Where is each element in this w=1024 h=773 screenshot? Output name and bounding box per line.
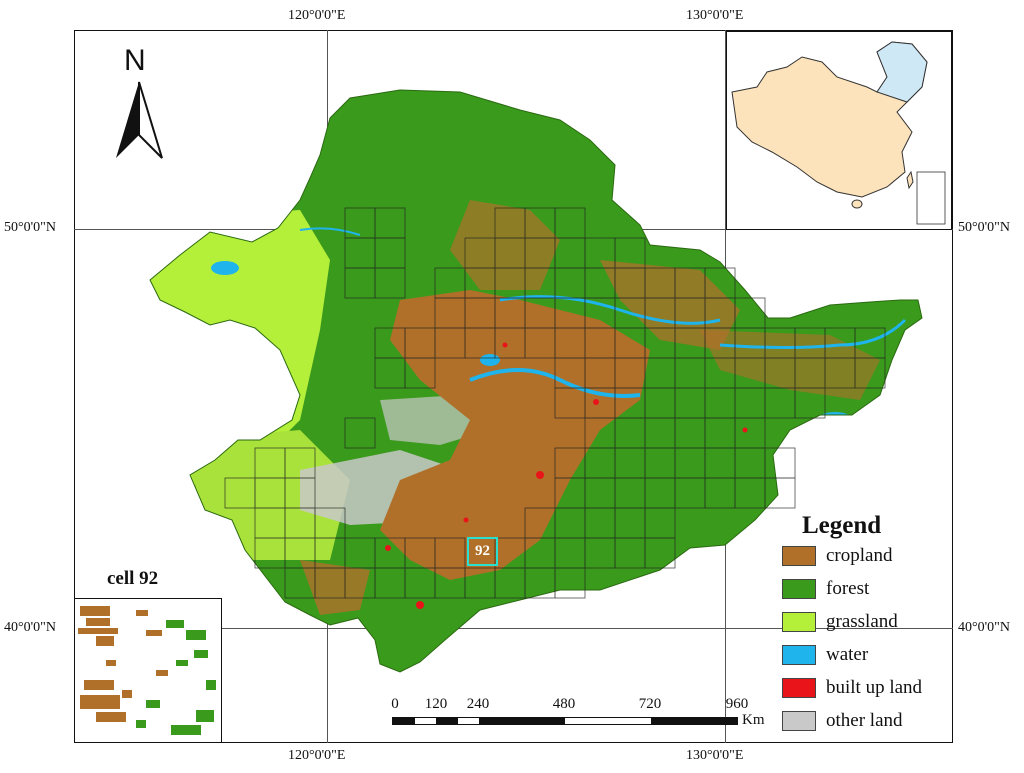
- right-lat-40: 40°0'0"N: [958, 620, 1010, 635]
- graticule-40n: [74, 628, 953, 629]
- bottom-lon-120: 120°0'0"E: [288, 748, 346, 763]
- legend-label: other land: [826, 710, 903, 731]
- cell-inset-title: cell 92: [107, 568, 159, 589]
- scale-label-120: 120: [424, 696, 448, 712]
- scale-seg-3: [479, 718, 565, 724]
- legend-label: grassland: [826, 611, 898, 632]
- scale-seg-4: [651, 718, 737, 724]
- legend-label: built up land: [826, 677, 923, 698]
- bottom-lon-130: 130°0'0"E: [686, 748, 744, 763]
- scale-label-960: 960: [725, 696, 749, 712]
- left-lat-50: 50°0'0"N: [4, 220, 56, 235]
- sampling-grid-cell: [344, 417, 376, 449]
- scale-bar: [392, 717, 738, 725]
- legend-label: forest: [826, 578, 870, 599]
- scale-label-240: 240: [466, 696, 490, 712]
- scale-label-720: 720: [638, 696, 662, 712]
- legend-item-water: water: [782, 644, 868, 666]
- legend-item-grassland: grassland: [782, 611, 898, 633]
- cell-92-inset-map: [76, 600, 220, 741]
- legend-item-cropland: cropland: [782, 545, 892, 567]
- scale-label-480: 480: [552, 696, 576, 712]
- north-arrow-icon: [116, 81, 163, 159]
- legend-item-forest: forest: [782, 578, 869, 600]
- highlight-cell-92: 92: [467, 537, 498, 566]
- sampling-grid-cell: [644, 537, 676, 569]
- legend-item-built-up-land: built up land: [782, 677, 922, 699]
- scale-unit: Km: [742, 712, 765, 728]
- legend-item-other-land: other land: [782, 710, 903, 732]
- legend-title: Legend: [802, 512, 882, 539]
- legend-label: cropland: [826, 545, 893, 566]
- north-label: N: [124, 44, 146, 77]
- legend-swatch: [782, 645, 816, 665]
- sampling-grid-cell: [764, 477, 796, 509]
- right-lat-50: 50°0'0"N: [958, 220, 1010, 235]
- sampling-grid-cell: [854, 357, 886, 389]
- sampling-grid-cell: [374, 267, 406, 299]
- scale-seg-1: [393, 718, 415, 724]
- legend-swatch: [782, 678, 816, 698]
- legend-swatch: [782, 612, 816, 632]
- sampling-grid-cell: [404, 357, 436, 389]
- scale-label-0: 0: [391, 696, 399, 712]
- sampling-grid-cell: [554, 567, 586, 599]
- sampling-grid-cell: [794, 387, 826, 419]
- legend-label: water: [826, 644, 869, 665]
- top-lon-120: 120°0'0"E: [288, 8, 346, 23]
- scale-seg-2: [436, 718, 458, 724]
- top-lon-130: 130°0'0"E: [686, 8, 744, 23]
- china-locator-map: [731, 41, 946, 225]
- left-lat-40: 40°0'0"N: [4, 620, 56, 635]
- legend-swatch: [782, 711, 816, 731]
- legend-swatch: [782, 546, 816, 566]
- legend-swatch: [782, 579, 816, 599]
